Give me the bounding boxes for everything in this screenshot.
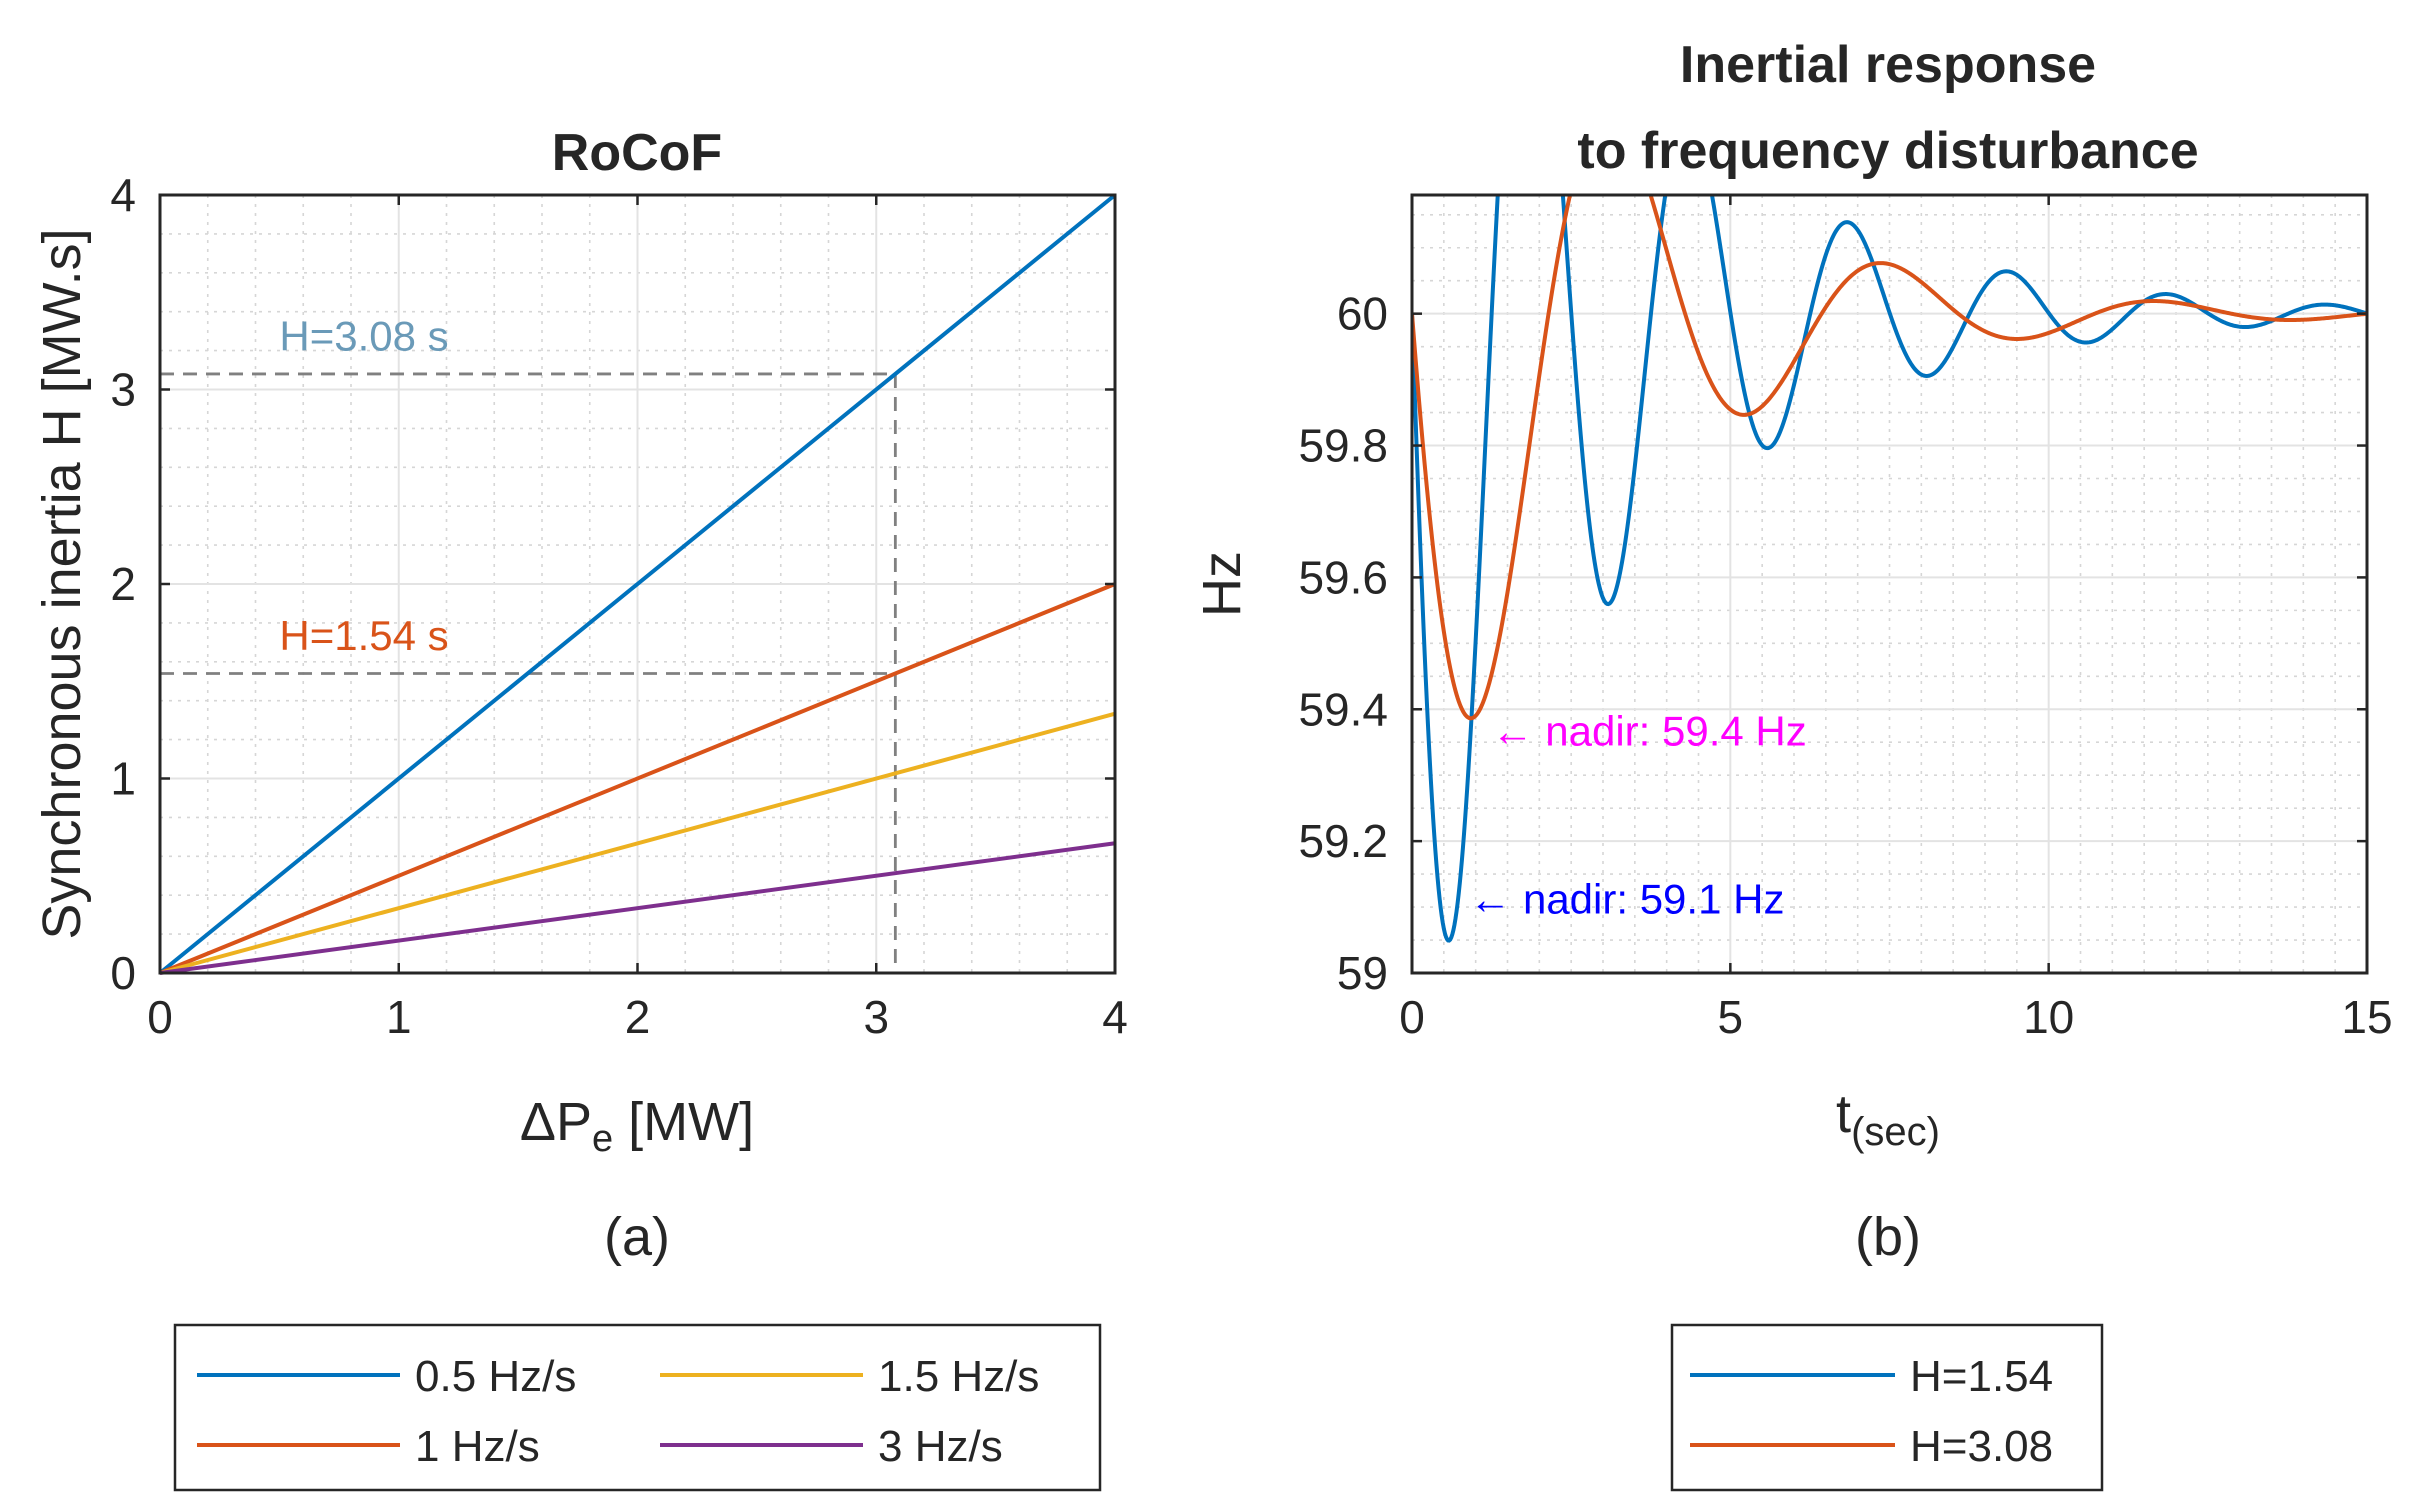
x-tick-label: 10	[2023, 991, 2074, 1043]
chart-title-a: RoCoF	[552, 124, 722, 182]
y-tick-label: 59.4	[1298, 683, 1388, 735]
legend-label-h-1-54: H=1.54	[1910, 1352, 2053, 1401]
y-tick-labels-b: 59 59.2 59.4 59.6 59.8 60	[1298, 288, 1388, 999]
legend-box-a	[173, 1323, 1102, 1492]
caption-a: (a)	[604, 1207, 670, 1267]
annotation-nadir-59-1-hz: ← nadir: 59.1 Hz	[1469, 876, 1784, 923]
x-tick-label: 2	[625, 991, 651, 1043]
chart-rocof: 0 1 2 3 4 0 1 2 3 4 H=3.08 s H=1.54 s RoCoF ΔPe […	[32, 124, 1128, 1492]
axes-box-b	[1410, 193, 2369, 975]
chart-inertial-response: 0 5 10 15 59 59.2 59.4 59.6 59.8 60 ← nadir: 59.…	[1192, 36, 2393, 1492]
series-group-b	[1412, 195, 2367, 943]
chart-title-b-line-1: Inertial response	[1680, 36, 2096, 94]
x-tick-label: 3	[863, 991, 889, 1043]
y-tick-label: 1	[110, 753, 136, 805]
y-tick-label: 59	[1337, 947, 1388, 999]
y-axis-label-a: Synchronous inertia H [MW.s]	[32, 228, 92, 939]
series-group-a	[158, 193, 1117, 975]
annotations-a: H=3.08 s H=1.54 s	[279, 313, 448, 660]
tick-marks-a	[158, 193, 1117, 975]
series-line-1-hz-s	[159, 582, 1116, 975]
y-tick-label: 59.8	[1298, 420, 1388, 472]
x-tick-label: 0	[147, 991, 173, 1043]
legend-label-0-5-hz: 0.5 Hz/s	[415, 1352, 576, 1401]
y-tick-label: 60	[1337, 288, 1388, 340]
minor-grid-b	[1412, 195, 2367, 973]
annotation-h-1-54-s: H=1.54 s	[279, 612, 448, 659]
series-line-1-5-hz-s	[159, 711, 1116, 975]
x-tick-label: 15	[2341, 991, 2392, 1043]
legend-label-1-hz: 1 Hz/s	[415, 1422, 540, 1471]
x-tick-label: 4	[1102, 991, 1128, 1043]
annotation-h-3-08-s: H=3.08 s	[279, 313, 448, 360]
legend-box-b	[1670, 1323, 2104, 1492]
y-axis-label-b: Hz	[1192, 551, 1252, 617]
x-tick-labels-b: 0 5 10 15	[1399, 991, 2392, 1043]
x-tick-labels-a: 0 1 2 3 4	[147, 991, 1128, 1043]
annotation-nadir-59-4-hz: ← nadir: 59.4 Hz	[1492, 708, 1807, 755]
x-tick-label: 0	[1399, 991, 1425, 1043]
y-tick-label: 0	[110, 947, 136, 999]
legend-label-1-5-hz: 1.5 Hz/s	[878, 1352, 1039, 1401]
x-tick-label: 1	[386, 991, 412, 1043]
x-axis-label-b: t(sec)	[1836, 1084, 1940, 1154]
annotations-b: ← nadir: 59.4 Hz ← nadir: 59.1 Hz	[1469, 708, 1806, 923]
series-line-3-hz-s	[159, 841, 1116, 975]
legend-label-h-3-08: H=3.08	[1910, 1422, 2053, 1471]
y-tick-label: 2	[110, 558, 136, 610]
y-tick-label: 59.2	[1298, 815, 1388, 867]
tick-marks-b	[1410, 195, 2369, 975]
caption-b: (b)	[1855, 1207, 1921, 1267]
y-tick-label: 59.6	[1298, 551, 1388, 603]
y-tick-label: 4	[110, 169, 136, 221]
y-tick-labels-a: 0 1 2 3 4	[110, 169, 136, 999]
series-line-h-1-54	[1412, 195, 2367, 943]
x-axis-label-a: ΔPe [MW]	[520, 1092, 754, 1160]
legend-label-3-hz: 3 Hz/s	[878, 1422, 1003, 1471]
y-tick-label: 3	[110, 364, 136, 416]
legend-a: 0.5 Hz/s 1 Hz/s 1.5 Hz/s 3 Hz/s	[173, 1323, 1102, 1492]
series-line-0-5-hz-s	[158, 193, 1117, 975]
legend-b: H=1.54 H=3.08	[1670, 1323, 2104, 1492]
x-tick-label: 5	[1718, 991, 1744, 1043]
series-line-h-3-08	[1412, 195, 2367, 721]
chart-title-b-line-2: to frequency disturbance	[1577, 122, 2198, 180]
